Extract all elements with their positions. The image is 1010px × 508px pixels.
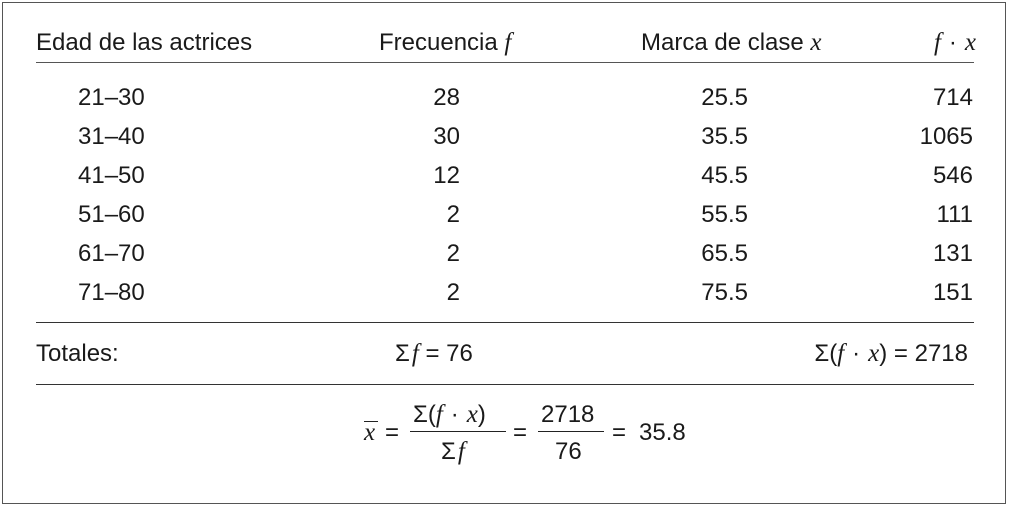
fraction-2-numerator: 2718 [541,401,595,428]
totals-label: Totales: [36,340,119,367]
totals-bottom-rule [36,384,974,385]
class-mark-cell: 55.5 [701,201,748,228]
mean-result: 35.8 [639,419,686,446]
equals-sign-1: = [385,419,400,446]
class-mark-cell: 65.5 [701,240,748,267]
frequency-cell: 2 [446,201,460,228]
header-rule [36,62,974,63]
fraction-1-denominator: Σf [441,438,465,465]
fraction-2-denominator: 76 [555,438,582,465]
mean-overbar [364,421,378,422]
fx-cell: 1065 [919,123,973,150]
class-mark-cell: 45.5 [701,162,748,189]
header-class-mark: Marca de clase x [641,29,822,56]
frequency-cell: 28 [433,84,460,111]
equals-sign-2: = [513,419,528,446]
totals-top-rule [36,322,974,323]
fx-cell: 111 [936,201,973,228]
age-cell: 51–60 [78,201,145,228]
frequency-cell: 12 [433,162,460,189]
fraction-2-bar [538,431,604,432]
age-cell: 41–50 [78,162,145,189]
frequency-cell: 2 [446,240,460,267]
class-mark-cell: 35.5 [701,123,748,150]
class-mark-cell: 25.5 [701,84,748,111]
header-age: Edad de las actrices [36,29,253,56]
header-f-times-x: f · x [933,29,976,56]
fx-cell: 546 [932,162,973,189]
fx-cell: 151 [932,279,973,306]
frequency-cell: 2 [446,279,460,306]
fraction-1-bar [410,431,506,432]
fraction-1-numerator: Σ(f · x) [413,401,486,428]
frequency-cell: 30 [433,123,460,150]
age-cell: 31–40 [78,123,145,150]
fx-cell: 714 [932,84,973,111]
fx-cell: 131 [932,240,973,267]
mean-symbol: x [364,419,376,446]
age-cell: 61–70 [78,240,145,267]
class-mark-cell: 75.5 [701,279,748,306]
header-frequency: Frecuencia f [379,29,512,56]
sum-frequency: Σf = 76 [395,340,473,367]
sum-fx: Σ(f · x) = 2718 [814,340,968,367]
age-cell: 71–80 [78,279,145,306]
equals-sign-3: = [612,419,627,446]
age-cell: 21–30 [78,84,145,111]
